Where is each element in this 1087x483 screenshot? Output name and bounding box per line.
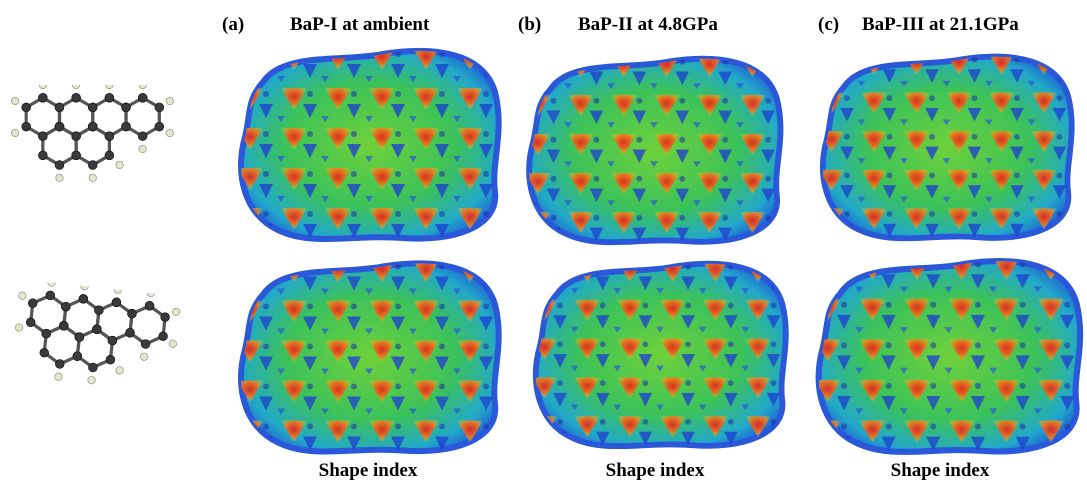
panel-label: (a) bbox=[222, 14, 244, 35]
molecule bbox=[10, 276, 182, 393]
figure: (a) BaP-I at ambient Shape index (b) BaP… bbox=[0, 0, 1087, 483]
surface bbox=[819, 261, 1080, 452]
surface bbox=[823, 57, 1072, 239]
panel-title: BaP-II at 4.8GPa bbox=[578, 14, 718, 35]
surface bbox=[529, 59, 780, 243]
molecule bbox=[11, 81, 173, 181]
surface bbox=[241, 51, 499, 239]
panel-title: BaP-I at ambient bbox=[290, 14, 430, 35]
panel-title: BaP-III at 21.1GPa bbox=[862, 14, 1019, 35]
panel-label: (c) bbox=[818, 14, 839, 35]
surface bbox=[536, 264, 786, 447]
surface bbox=[241, 263, 499, 451]
panel-label: (b) bbox=[518, 14, 541, 35]
panel-caption: Shape index bbox=[319, 460, 418, 481]
panel-caption: Shape index bbox=[891, 460, 990, 481]
panel-caption: Shape index bbox=[606, 460, 705, 481]
